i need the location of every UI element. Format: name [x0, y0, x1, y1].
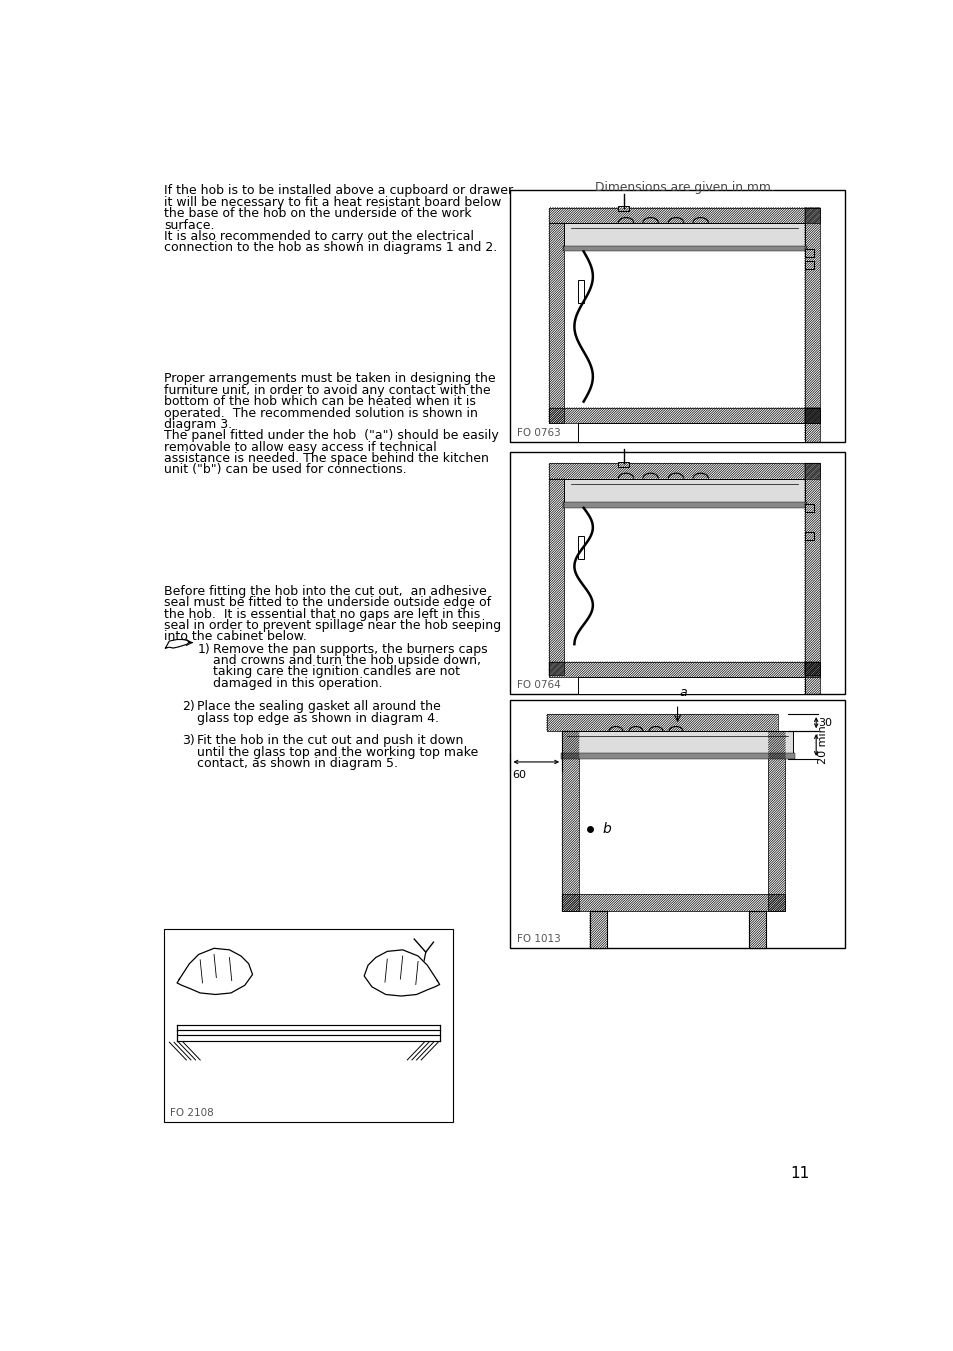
Polygon shape	[177, 948, 253, 994]
Bar	[548, 463, 820, 478]
Text: the hob.  It is essential that no gaps are left in this: the hob. It is essential that no gaps ar…	[164, 608, 479, 620]
Text: FO 0764: FO 0764	[517, 681, 559, 690]
Bar	[561, 731, 792, 754]
Text: taking care the ignition candles are not: taking care the ignition candles are not	[213, 666, 459, 678]
Bar	[803, 532, 813, 540]
Bar	[803, 408, 820, 442]
Bar	[561, 731, 578, 912]
Text: bottom of the hob which can be heated when it is: bottom of the hob which can be heated wh…	[164, 394, 476, 408]
Text: Dimensions are given in mm.: Dimensions are given in mm.	[595, 181, 775, 193]
Text: furniture unit, in order to avoid any contact with the: furniture unit, in order to avoid any co…	[164, 384, 490, 397]
Bar	[803, 504, 813, 512]
Text: assistance is needed. The space behind the kitchen: assistance is needed. The space behind t…	[164, 453, 488, 465]
Text: 30: 30	[818, 717, 832, 728]
Bar	[546, 715, 777, 731]
Text: seal must be fitted to the underside outside edge of: seal must be fitted to the underside out…	[164, 596, 491, 609]
Text: unit ("b") can be used for connections.: unit ("b") can be used for connections.	[164, 463, 406, 477]
Text: Proper arrangements must be taken in designing the: Proper arrangements must be taken in des…	[164, 373, 496, 385]
Bar	[803, 662, 820, 694]
Text: Place the sealing gasket all around the: Place the sealing gasket all around the	[197, 700, 440, 713]
Text: The panel fitted under the hob  ("a") should be easily: The panel fitted under the hob ("a") sho…	[164, 430, 498, 442]
Bar	[564, 223, 803, 247]
Text: b: b	[602, 821, 611, 836]
Text: removable to allow easy access if technical: removable to allow easy access if techni…	[164, 440, 436, 454]
Bar	[748, 912, 765, 948]
Text: surface.: surface.	[164, 219, 214, 231]
Text: damaged in this operation.: damaged in this operation.	[213, 677, 382, 690]
Bar	[510, 451, 843, 694]
Text: 60: 60	[512, 770, 525, 780]
Text: It is also recommended to carry out the electrical: It is also recommended to carry out the …	[164, 230, 474, 243]
Text: FO 0763: FO 0763	[517, 428, 559, 438]
Text: 2): 2)	[181, 700, 194, 713]
Bar	[164, 929, 453, 1121]
Text: 11: 11	[790, 1166, 809, 1181]
Bar	[578, 280, 584, 303]
Text: operated.  The recommended solution is shown in: operated. The recommended solution is sh…	[164, 407, 477, 420]
Text: into the cabinet below.: into the cabinet below.	[164, 631, 307, 643]
Text: a: a	[679, 686, 687, 698]
Bar	[803, 463, 820, 676]
Bar	[562, 246, 806, 251]
Text: FO 1013: FO 1013	[517, 935, 559, 944]
Bar	[748, 912, 765, 948]
Text: and crowns and turn the hob upside down,: and crowns and turn the hob upside down,	[213, 654, 480, 667]
Bar	[618, 205, 628, 211]
Text: seal in order to prevent spillage near the hob seeping: seal in order to prevent spillage near t…	[164, 619, 500, 632]
Text: Before fitting the hob into the cut out,  an adhesive: Before fitting the hob into the cut out,…	[164, 585, 486, 598]
Bar	[510, 190, 843, 442]
Text: diagram 3.: diagram 3.	[164, 417, 232, 431]
Text: it will be necessary to fit a heat resistant board below: it will be necessary to fit a heat resis…	[164, 196, 501, 209]
Bar	[548, 408, 820, 423]
Text: 20 min: 20 min	[818, 725, 827, 763]
Bar	[589, 912, 606, 948]
Text: until the glass top and the working top make: until the glass top and the working top …	[197, 746, 477, 759]
Text: connection to the hob as shown in diagrams 1 and 2.: connection to the hob as shown in diagra…	[164, 242, 497, 254]
Text: If the hob is to be installed above a cupboard or drawer: If the hob is to be installed above a cu…	[164, 185, 513, 197]
Text: glass top edge as shown in diagram 4.: glass top edge as shown in diagram 4.	[197, 712, 438, 724]
Text: Remove the pan supports, the burners caps: Remove the pan supports, the burners cap…	[213, 643, 487, 655]
Bar	[562, 503, 806, 508]
Bar	[548, 478, 564, 676]
Text: 1): 1)	[197, 643, 211, 655]
Polygon shape	[364, 950, 439, 996]
Bar	[578, 423, 803, 442]
Text: FO 2108: FO 2108	[170, 1108, 213, 1117]
Bar	[548, 223, 564, 423]
Bar	[510, 700, 843, 948]
Bar	[578, 536, 584, 559]
FancyArrowPatch shape	[168, 640, 186, 644]
Bar	[803, 249, 813, 257]
Text: Fit the hob in the cut out and push it down: Fit the hob in the cut out and push it d…	[197, 734, 463, 747]
Bar	[767, 731, 784, 912]
Text: 3): 3)	[181, 734, 194, 747]
Polygon shape	[166, 639, 190, 648]
Bar	[564, 478, 803, 503]
Bar	[561, 894, 784, 912]
Bar	[589, 912, 606, 948]
Bar	[578, 677, 803, 694]
Bar	[560, 754, 794, 759]
Bar	[803, 262, 813, 269]
Bar	[548, 208, 820, 223]
Text: the base of the hob on the underside of the work: the base of the hob on the underside of …	[164, 207, 471, 220]
Bar	[618, 462, 628, 467]
Text: contact, as shown in diagram 5.: contact, as shown in diagram 5.	[197, 757, 397, 770]
Bar	[803, 208, 820, 423]
Bar	[548, 662, 820, 677]
